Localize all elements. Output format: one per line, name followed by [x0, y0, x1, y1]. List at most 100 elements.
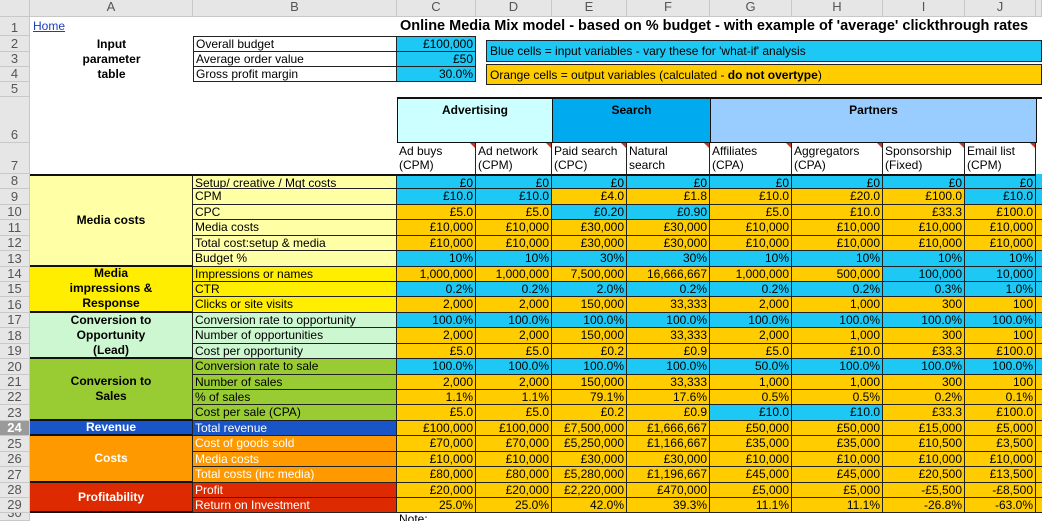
data-cell[interactable]: £5,000	[792, 482, 883, 499]
row-header-29[interactable]: 29	[0, 498, 30, 514]
data-cell[interactable]: 10%	[476, 251, 552, 267]
data-cell-partial[interactable]	[1036, 420, 1042, 437]
data-cell[interactable]: £10,000	[476, 451, 552, 468]
column-header-H[interactable]: H	[792, 0, 883, 17]
data-cell[interactable]: £30,000	[627, 220, 710, 236]
comment-indicator-icon[interactable]	[786, 143, 791, 148]
data-cell-partial[interactable]	[1036, 220, 1042, 236]
data-cell-partial[interactable]	[1036, 467, 1042, 483]
data-cell-partial[interactable]	[1036, 235, 1042, 252]
data-cell[interactable]: 100.0%	[710, 312, 792, 329]
data-cell[interactable]: £5.0	[397, 343, 476, 360]
data-cell[interactable]: 2,000	[397, 297, 476, 313]
data-cell[interactable]: £100.0	[883, 189, 965, 205]
data-cell[interactable]: 10%	[883, 251, 965, 267]
row-header-13[interactable]: 13	[0, 251, 30, 267]
data-cell-partial[interactable]	[1036, 343, 1042, 360]
comment-indicator-icon[interactable]	[959, 143, 964, 148]
data-cell[interactable]: £0	[710, 174, 792, 190]
data-cell[interactable]: £13,500	[965, 467, 1036, 483]
row-header-27[interactable]: 27	[0, 467, 30, 483]
row-header-10[interactable]: 10	[0, 204, 30, 221]
row-header-26[interactable]: 26	[0, 451, 30, 468]
data-cell[interactable]: 100.0%	[627, 312, 710, 329]
data-cell[interactable]: 0.2%	[792, 282, 883, 298]
column-header-D[interactable]: D	[476, 0, 552, 17]
row-header-8[interactable]: 8	[0, 174, 30, 190]
data-cell[interactable]: 100.0%	[397, 312, 476, 329]
data-cell[interactable]: £0	[965, 174, 1036, 190]
data-cell[interactable]: £20.0	[792, 189, 883, 205]
data-cell[interactable]: £80,000	[397, 467, 476, 483]
row-header-14[interactable]: 14	[0, 266, 30, 282]
data-cell[interactable]: 2.0%	[552, 282, 627, 298]
data-cell[interactable]: £100.0	[965, 405, 1036, 421]
data-cell-partial[interactable]	[1036, 266, 1042, 282]
column-header-C[interactable]: C	[397, 0, 476, 17]
data-cell[interactable]: £5,000	[710, 482, 792, 499]
data-cell[interactable]: 100.0%	[965, 359, 1036, 375]
data-cell[interactable]: £20,500	[883, 467, 965, 483]
row-header-17[interactable]: 17	[0, 312, 30, 329]
data-cell[interactable]: 1,000	[710, 374, 792, 390]
data-cell[interactable]: 33,333	[627, 297, 710, 313]
column-header-A[interactable]: A	[30, 0, 193, 17]
data-cell[interactable]: £5.0	[710, 204, 792, 221]
data-cell[interactable]: £10.0	[792, 343, 883, 360]
data-cell[interactable]: £45,000	[792, 467, 883, 483]
data-cell[interactable]: £10,000	[397, 235, 476, 252]
data-cell[interactable]: £10,000	[397, 451, 476, 468]
column-header-partial[interactable]	[1036, 0, 1042, 17]
data-cell[interactable]: -£8,500	[965, 482, 1036, 499]
data-cell[interactable]: £100.0	[965, 204, 1036, 221]
row-header-22[interactable]: 22	[0, 390, 30, 406]
data-cell[interactable]: £33.3	[883, 405, 965, 421]
column-header-J[interactable]: J	[965, 0, 1036, 17]
column-header-G[interactable]: G	[710, 0, 792, 17]
data-cell[interactable]: £10,000	[965, 451, 1036, 468]
data-cell[interactable]: £1.8	[627, 189, 710, 205]
data-cell[interactable]: 100.0%	[883, 359, 965, 375]
data-cell[interactable]: 0.2%	[883, 390, 965, 406]
data-cell[interactable]: 0.3%	[883, 282, 965, 298]
data-cell[interactable]: 100.0%	[552, 359, 627, 375]
data-cell[interactable]: 300	[883, 328, 965, 344]
data-cell[interactable]: £10,000	[965, 220, 1036, 236]
data-cell[interactable]: £70,000	[397, 436, 476, 452]
data-cell[interactable]: £10.0	[792, 204, 883, 221]
input-param-value[interactable]: £100,000	[397, 36, 476, 52]
data-cell[interactable]: 50.0%	[710, 359, 792, 375]
data-cell[interactable]: £100,000	[397, 420, 476, 437]
row-header-9[interactable]: 9	[0, 189, 30, 205]
data-cell[interactable]: 11.1%	[792, 498, 883, 514]
column-header-B[interactable]: B	[193, 0, 397, 17]
data-cell[interactable]: £10.0	[965, 189, 1036, 205]
data-cell[interactable]: £0	[883, 174, 965, 190]
data-cell[interactable]: £10,000	[397, 220, 476, 236]
data-cell[interactable]: £0.2	[552, 343, 627, 360]
data-cell[interactable]: 2,000	[710, 297, 792, 313]
row-header-20[interactable]: 20	[0, 359, 30, 375]
data-cell[interactable]: £10,000	[883, 235, 965, 252]
data-cell[interactable]: £10,000	[792, 451, 883, 468]
data-cell[interactable]: £33.3	[883, 204, 965, 221]
data-cell[interactable]: £4.0	[552, 189, 627, 205]
row-header-2[interactable]: 2	[0, 36, 30, 52]
data-cell[interactable]: 0.1%	[965, 390, 1036, 406]
data-cell[interactable]: 7,500,000	[552, 266, 627, 282]
data-cell[interactable]: £10,000	[883, 451, 965, 468]
data-cell[interactable]: 0.5%	[710, 390, 792, 406]
data-cell[interactable]: £1,666,667	[627, 420, 710, 437]
data-cell[interactable]: £0.2	[552, 405, 627, 421]
data-cell[interactable]: £2,220,000	[552, 482, 627, 499]
data-cell[interactable]: 1,000,000	[476, 266, 552, 282]
data-cell[interactable]: £20,000	[476, 482, 552, 499]
data-cell[interactable]: 100.0%	[965, 312, 1036, 329]
data-cell[interactable]: £10.0	[792, 405, 883, 421]
row-header-30[interactable]: 30	[0, 513, 30, 521]
data-cell[interactable]: 100.0%	[883, 312, 965, 329]
data-cell[interactable]: 1.0%	[965, 282, 1036, 298]
data-cell[interactable]: £80,000	[476, 467, 552, 483]
data-cell[interactable]: 100.0%	[792, 359, 883, 375]
data-cell[interactable]: 33,333	[627, 328, 710, 344]
